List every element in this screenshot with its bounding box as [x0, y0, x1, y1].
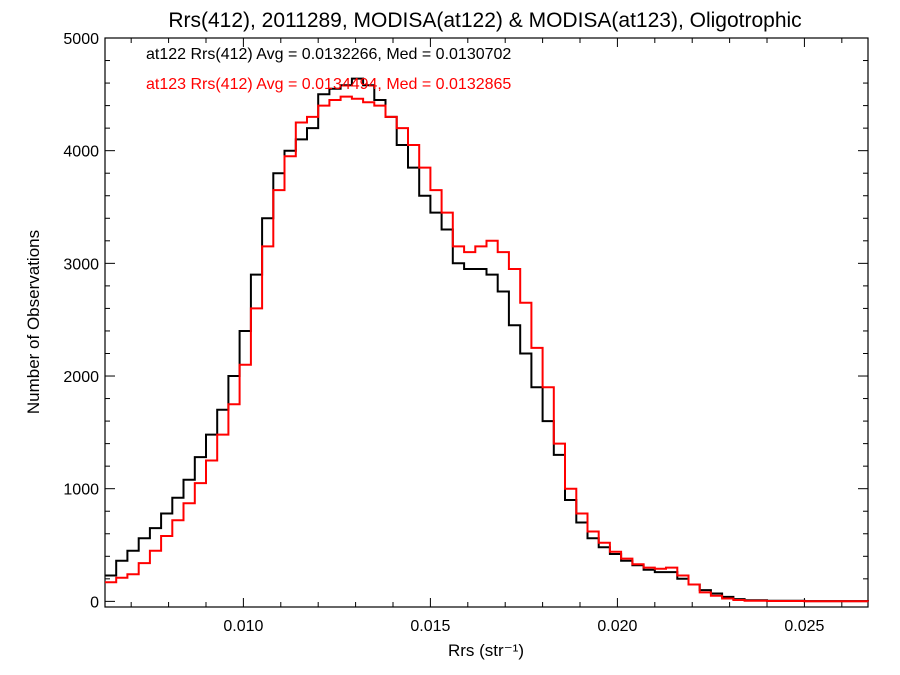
- legend-entry-at122: at122 Rrs(412) Avg = 0.0132266, Med = 0.…: [146, 46, 511, 63]
- series-layer: [105, 77, 869, 603]
- y-tick-label: 0: [90, 594, 99, 611]
- y-tick-label: 5000: [63, 31, 99, 48]
- x-tick-label: 0.020: [597, 618, 637, 635]
- series-line-at122: [105, 77, 869, 603]
- chart-title: Rrs(412), 2011289, MODISA(at122) & MODIS…: [168, 9, 801, 32]
- x-tick-label: 0.025: [784, 618, 824, 635]
- y-tick-label: 3000: [63, 256, 99, 273]
- y-tick-label: 1000: [63, 482, 99, 499]
- plot-frame: [104, 37, 869, 608]
- y-tick-label: 2000: [63, 369, 99, 386]
- x-axis-label: Rrs (str⁻¹): [448, 641, 524, 660]
- x-tick-label: 0.010: [223, 618, 263, 635]
- y-axis-label: Number of Observations: [24, 230, 43, 414]
- y-tick-label: 4000: [63, 144, 99, 161]
- x-tick-label: 0.015: [410, 618, 450, 635]
- axis-ticks: [105, 37, 868, 607]
- legend-entry-at123: at123 Rrs(412) Avg = 0.0134494, Med = 0.…: [146, 76, 511, 93]
- series-line-at123: [105, 95, 869, 603]
- axis-tick-labels: 0.010 0.015 0.020 0.025 0 1000 2000 3000 4000 500…: [63, 31, 824, 635]
